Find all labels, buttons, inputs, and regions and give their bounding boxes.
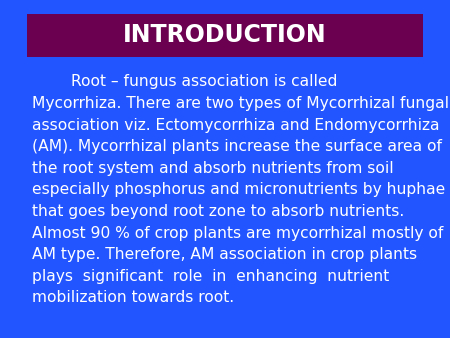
- Text: Root – fungus association is called
Mycorrhiza. There are two types of Mycorrhiz: Root – fungus association is called Myco…: [32, 74, 449, 305]
- FancyBboxPatch shape: [27, 14, 423, 57]
- Text: INTRODUCTION: INTRODUCTION: [123, 23, 327, 48]
